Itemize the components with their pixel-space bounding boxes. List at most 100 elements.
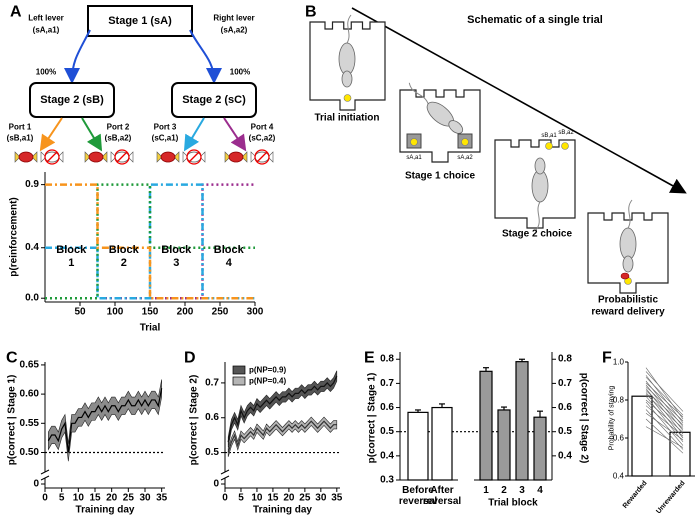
x-tick-label: 50 [74, 307, 86, 318]
x-axis-label: Training day [253, 505, 312, 516]
text-line: reversal [399, 496, 438, 507]
subject-line [645, 401, 684, 446]
y-tick-label: 0.4 [558, 450, 572, 461]
x-tick-label: 5 [238, 493, 244, 504]
text-line: 3 [519, 485, 525, 496]
y-axis-label: p(reinforcement) [9, 197, 20, 276]
x-tick-label: 15 [267, 493, 279, 504]
y-tick-label: 0.7 [205, 377, 219, 388]
panel-label: D [184, 350, 196, 367]
mouse-body [338, 42, 356, 76]
bar [533, 416, 547, 481]
x-tick-label: 5 [59, 493, 65, 504]
port-label: (sC,a2) [249, 134, 276, 143]
port-arrow [39, 117, 63, 152]
mouse [338, 14, 356, 88]
x-axis-label: Training day [76, 505, 135, 516]
y-tick-label: 0.7 [380, 378, 394, 389]
subject-line [645, 382, 684, 418]
y-tick-label: 0.6 [558, 402, 572, 413]
text-line: After [430, 485, 453, 496]
x-tick-label: 10 [251, 493, 263, 504]
x-tick-label: Before reversal [399, 485, 438, 507]
y-tick-label: 0.8 [380, 354, 394, 365]
port-light [545, 142, 553, 150]
step-label: Stage 1 choice [405, 171, 475, 182]
port-arrow [183, 117, 205, 152]
step-label: Trial initiation [314, 113, 379, 124]
bar [407, 411, 429, 481]
x-tick-label: 100 [107, 307, 124, 318]
text-line: 1 [483, 485, 489, 496]
axis-break [220, 469, 230, 475]
x-tick-label: 25 [123, 493, 135, 504]
mouse-head [448, 120, 464, 134]
stage-box [87, 5, 193, 37]
candy [18, 151, 34, 163]
no-reward [188, 151, 200, 163]
y2-axis-label: p(correct | Stage 2) [579, 373, 590, 464]
y-axis-label: Probability of staying [609, 386, 616, 451]
port-label: Port 1 [9, 123, 32, 132]
y-tick-label: 0.6 [205, 412, 219, 423]
axis-break [220, 475, 230, 481]
bar [497, 409, 511, 481]
lever-label: Right lever [213, 14, 254, 23]
y-axis-label: p(correct | Stage 1) [367, 373, 378, 464]
bar [431, 406, 453, 481]
x-tick-label: 0 [42, 493, 48, 504]
mean-line [227, 420, 337, 453]
text-line: reversal [423, 496, 462, 507]
block-label: Block 3 [161, 244, 192, 269]
subject-line [645, 386, 684, 422]
y-tick-label: 0.3 [380, 475, 394, 486]
x-tick-label: 10 [73, 493, 85, 504]
lever-label: (sA,a2) [221, 26, 248, 35]
text-line: Block [161, 244, 192, 256]
lever-label: Left lever [28, 14, 64, 23]
step-label: reward delivery [591, 307, 665, 318]
x-tick-label: Rewarded [622, 480, 649, 510]
panel-label: B [305, 4, 317, 21]
panel-label: C [6, 350, 18, 367]
x-tick-label: 35 [156, 493, 168, 504]
x-tick-label: 35 [331, 493, 343, 504]
x-tick-label: 30 [315, 493, 327, 504]
y-tick-label: 0.4 [613, 472, 625, 481]
time-arrow [351, 7, 687, 194]
candy [160, 151, 176, 163]
y-tick-label: 0.6 [380, 402, 394, 413]
mouse-head [534, 157, 546, 175]
subject-line [645, 367, 684, 420]
y-tick-label: 1.0 [613, 358, 625, 367]
x-tick-label: 25 [299, 493, 311, 504]
subject-line [645, 396, 684, 442]
mouse-tail [535, 201, 541, 231]
no-reward [254, 149, 270, 165]
bar [479, 370, 493, 481]
text-line: 4 [537, 485, 543, 496]
axis-break [40, 475, 50, 481]
axis-break [40, 469, 50, 475]
x-tick-label: 250 [212, 307, 229, 318]
port-label: Port 2 [107, 123, 130, 132]
y-tick-label: 0.8 [558, 354, 572, 365]
x-tick-label: 3 [519, 485, 525, 496]
y-tick-label: 0.4 [25, 242, 39, 253]
arena [399, 89, 481, 163]
lever-label: (sA,a1) [33, 26, 60, 35]
port-label: (sB,a1) [7, 134, 34, 143]
y-tick-label: 0.5 [558, 426, 572, 437]
mouse-tail [408, 82, 429, 105]
mouse-body [531, 169, 549, 203]
text-line: 2 [501, 485, 507, 496]
bar [631, 395, 653, 477]
panel-label: E [364, 350, 375, 367]
bar [515, 361, 529, 481]
stage-label: Stage 1 (sA) [108, 15, 172, 27]
subject-line [645, 409, 684, 450]
x-tick-label: 4 [537, 485, 543, 496]
mouse-head [341, 70, 353, 88]
block-label: Block 1 [56, 244, 87, 269]
